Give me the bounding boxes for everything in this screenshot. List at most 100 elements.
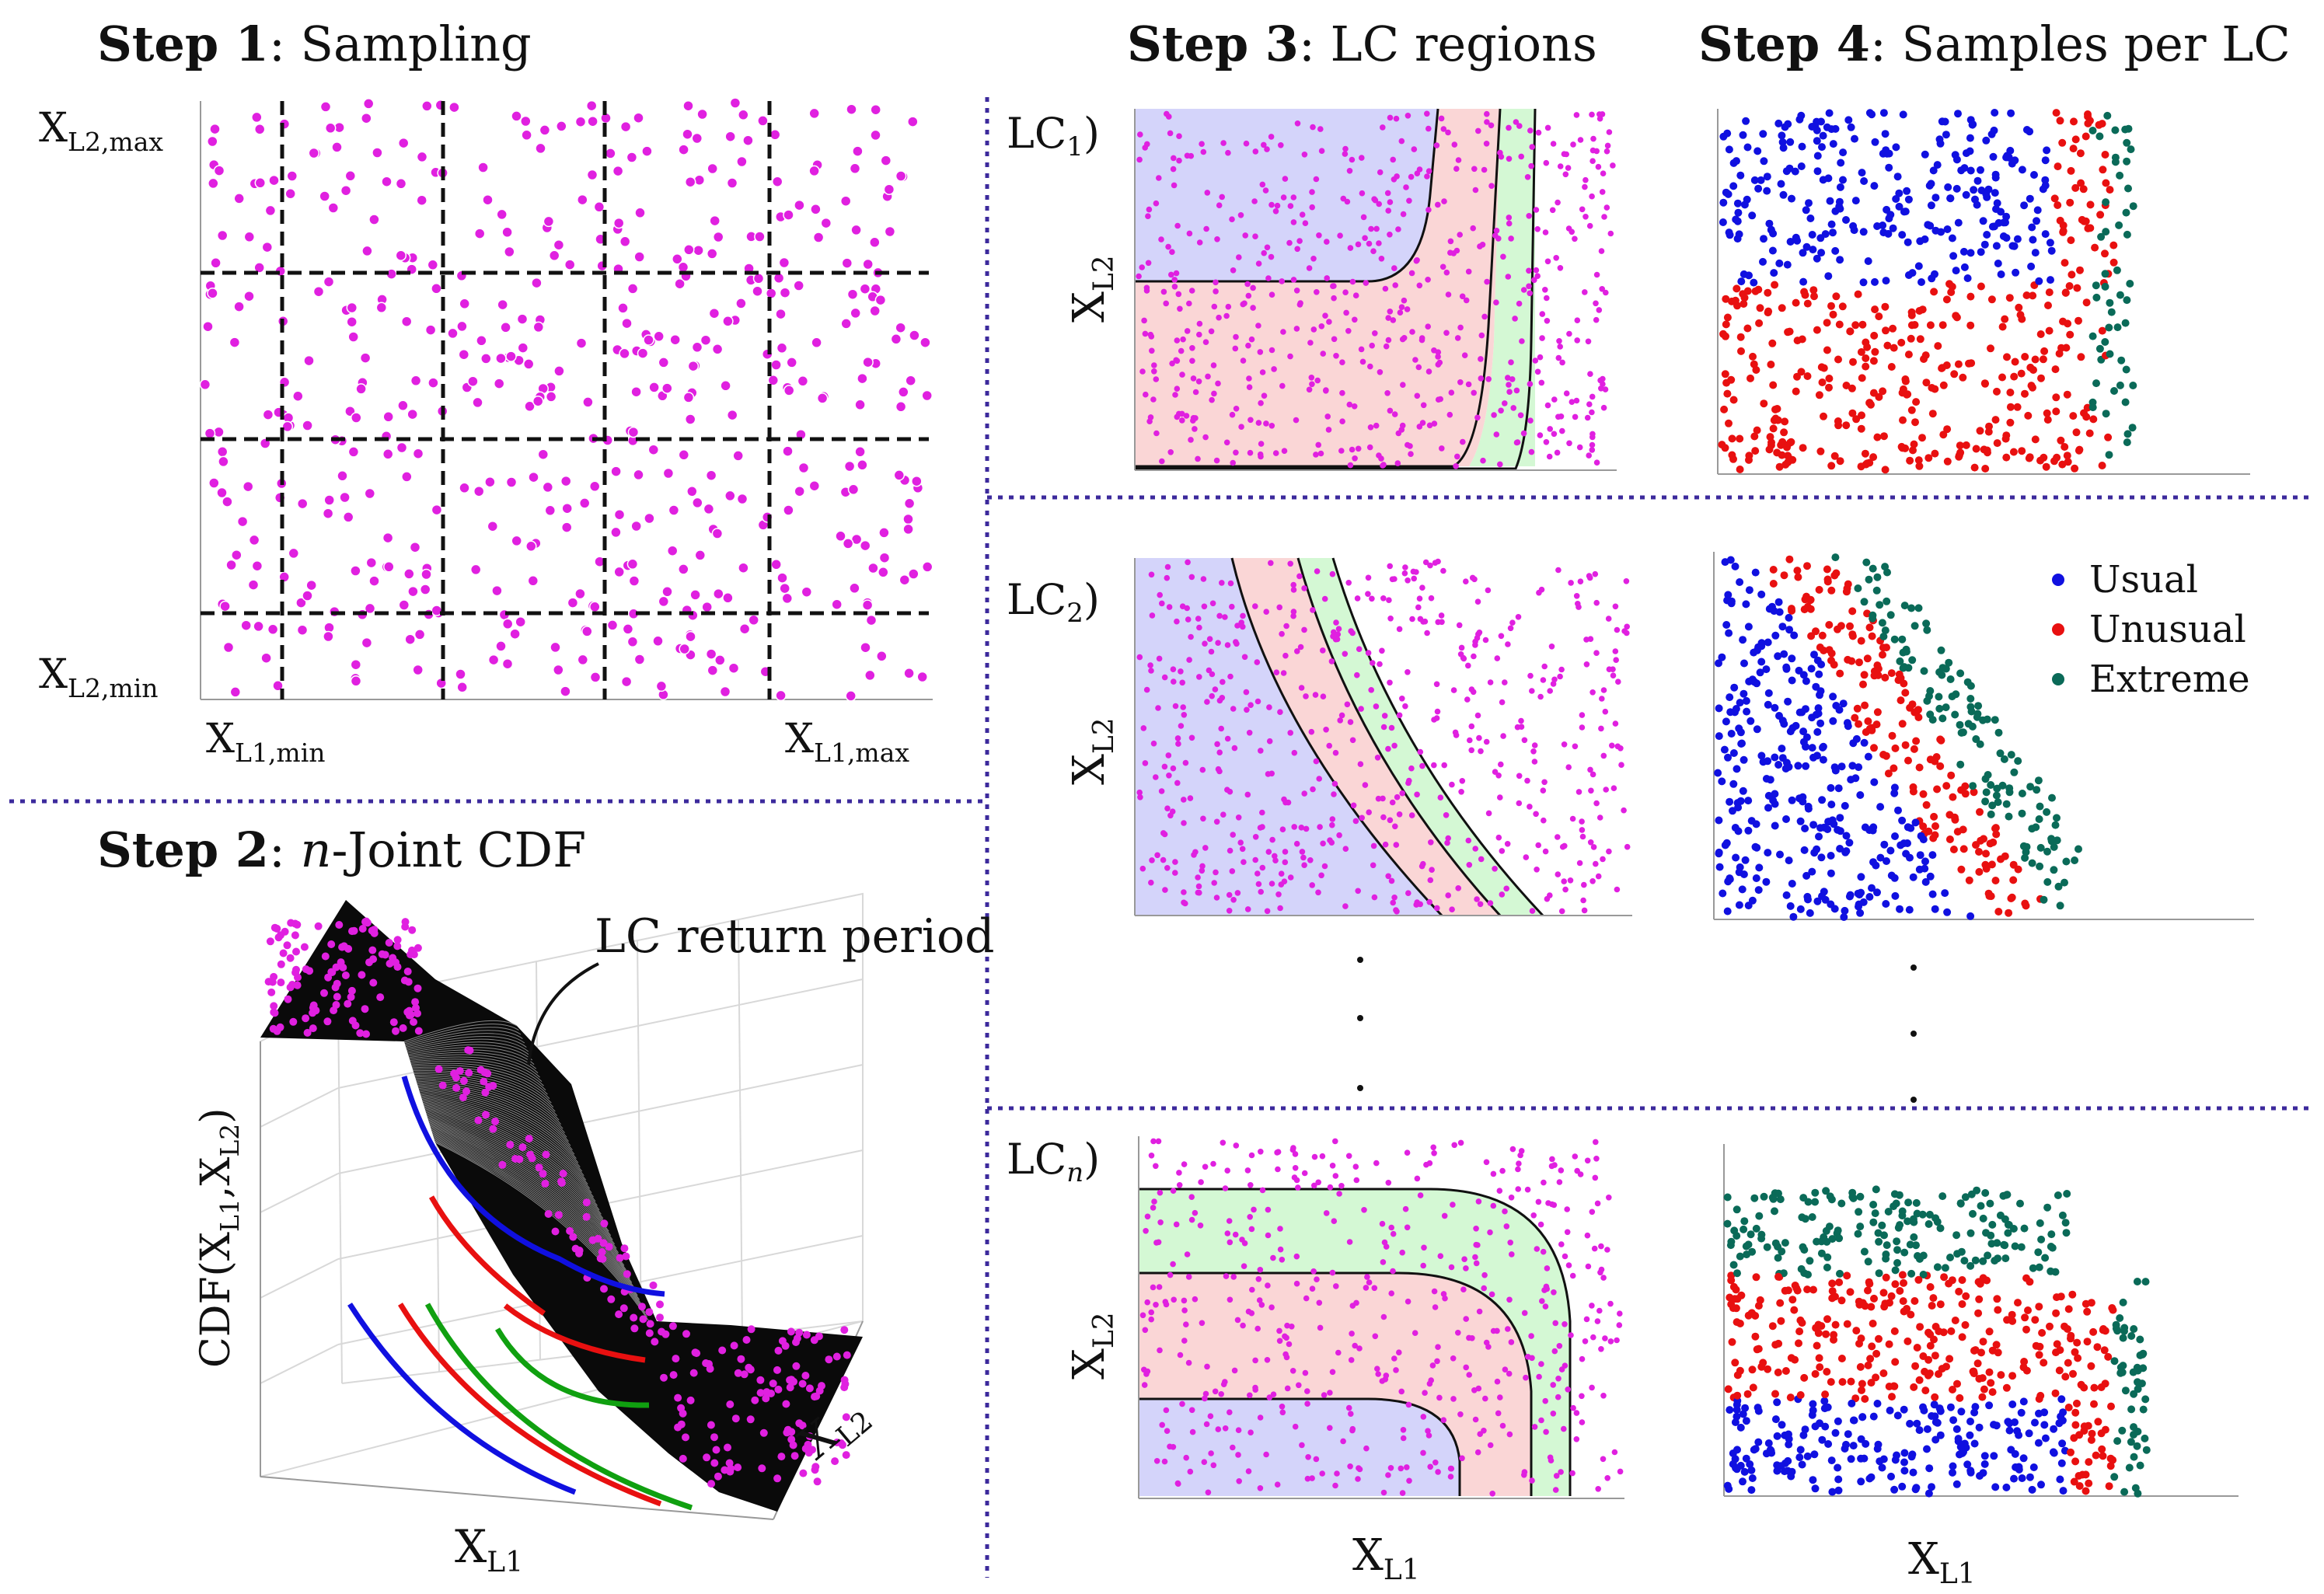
sample-point [401,471,413,483]
sample-point [381,950,389,959]
sample-point [1290,277,1297,283]
sample-point [1380,462,1387,468]
sample-point [1342,903,1349,909]
sample-point [1728,1338,1736,1346]
mesh-line [421,1097,592,1194]
sample-point [1819,743,1827,752]
sample-point [350,565,361,577]
sample-point [303,354,315,367]
sample-point [1373,422,1380,429]
sample-point [2087,1435,2095,1444]
sample-point [1309,189,1315,195]
sample-point [1823,565,1831,574]
sample-point [835,530,846,542]
sample-point [1422,559,1429,566]
sample-point [222,496,233,507]
sample-point [1826,1192,1834,1201]
sample-point [1551,1202,1558,1209]
sample-point [1352,1342,1358,1349]
sample-point [1268,347,1275,354]
sample-point [619,235,631,248]
sample-point [1951,710,1959,719]
sample-point [1434,905,1440,912]
sample-point [2102,179,2110,187]
sample-point [1886,1406,1894,1414]
sample-point [1838,1378,1847,1386]
sample-point [487,520,499,532]
sample-point [2089,1327,2098,1336]
sample-point [1796,817,1805,825]
sample-point [2058,1439,2067,1448]
sample-point [1328,839,1335,846]
mesh-line [411,1062,548,1095]
sample-point [1365,650,1372,656]
sample-point [1151,1198,1157,1205]
sample-point [1792,387,1800,396]
sample-point [1379,1378,1386,1384]
sample-point [1543,439,1550,445]
sample-point [899,574,911,586]
sample-point [1817,1237,1826,1246]
sample-point [1892,1199,1900,1208]
sample-point [2046,239,2054,247]
sample-point [385,939,393,947]
sample-point [1499,1422,1506,1429]
sample-point [1919,1352,1928,1360]
sample-point [1339,389,1345,396]
sample-point [361,245,373,257]
step2-title-italic: n [301,821,332,878]
sample-point [1558,908,1565,915]
sample-point [1349,278,1356,285]
sample-point [1858,1386,1865,1394]
sample-point [1928,851,1937,860]
sample-point [1883,568,1891,577]
sample-point [916,671,928,683]
sample-point [1529,1477,1535,1484]
sample-point [677,1404,686,1412]
sample-point [1908,700,1917,709]
sample-point [1823,346,1831,354]
sample-point [610,526,622,539]
sample-point [1286,1341,1293,1348]
sample-point [1744,826,1753,835]
sample-point [1544,402,1551,409]
sample-point [1891,832,1899,840]
sample-point [1348,1411,1354,1417]
sample-point [1788,1296,1797,1304]
sample-point [813,1477,822,1486]
sample-point [1724,1385,1733,1393]
sample-point [469,563,482,576]
sample-point [1858,320,1867,329]
sample-point [1981,465,1990,473]
sample-point [1226,1218,1233,1224]
sample-point [588,480,601,493]
sample-point [2020,1224,2029,1233]
sample-point [1520,287,1527,293]
sample-point [1751,447,1760,455]
sample-point [365,958,373,967]
sample-point [1526,213,1532,219]
sample-point [1396,811,1403,818]
sample-point [1936,1407,1945,1415]
sample-point [1331,791,1337,797]
sample-point [820,217,832,229]
sample-point [1527,672,1534,679]
sample-point [1990,1452,1998,1460]
sample-point [2092,293,2101,302]
sample-point [1514,439,1521,445]
sample-point [1289,1368,1296,1374]
sample-point [1287,874,1294,881]
sample-point [1166,604,1173,610]
sample-point [1901,375,1910,383]
sample-point [1914,456,1923,465]
sample-point [1588,787,1594,794]
sample-point [2118,1426,2127,1435]
mesh-line [419,1090,583,1172]
sample-point [1454,335,1461,341]
sample-point [805,1432,814,1441]
sample-point [1921,857,1929,866]
sample-point [2113,266,2121,274]
sample-point [776,342,788,354]
sample-point [2113,1437,2122,1446]
sample-point [1845,839,1854,847]
